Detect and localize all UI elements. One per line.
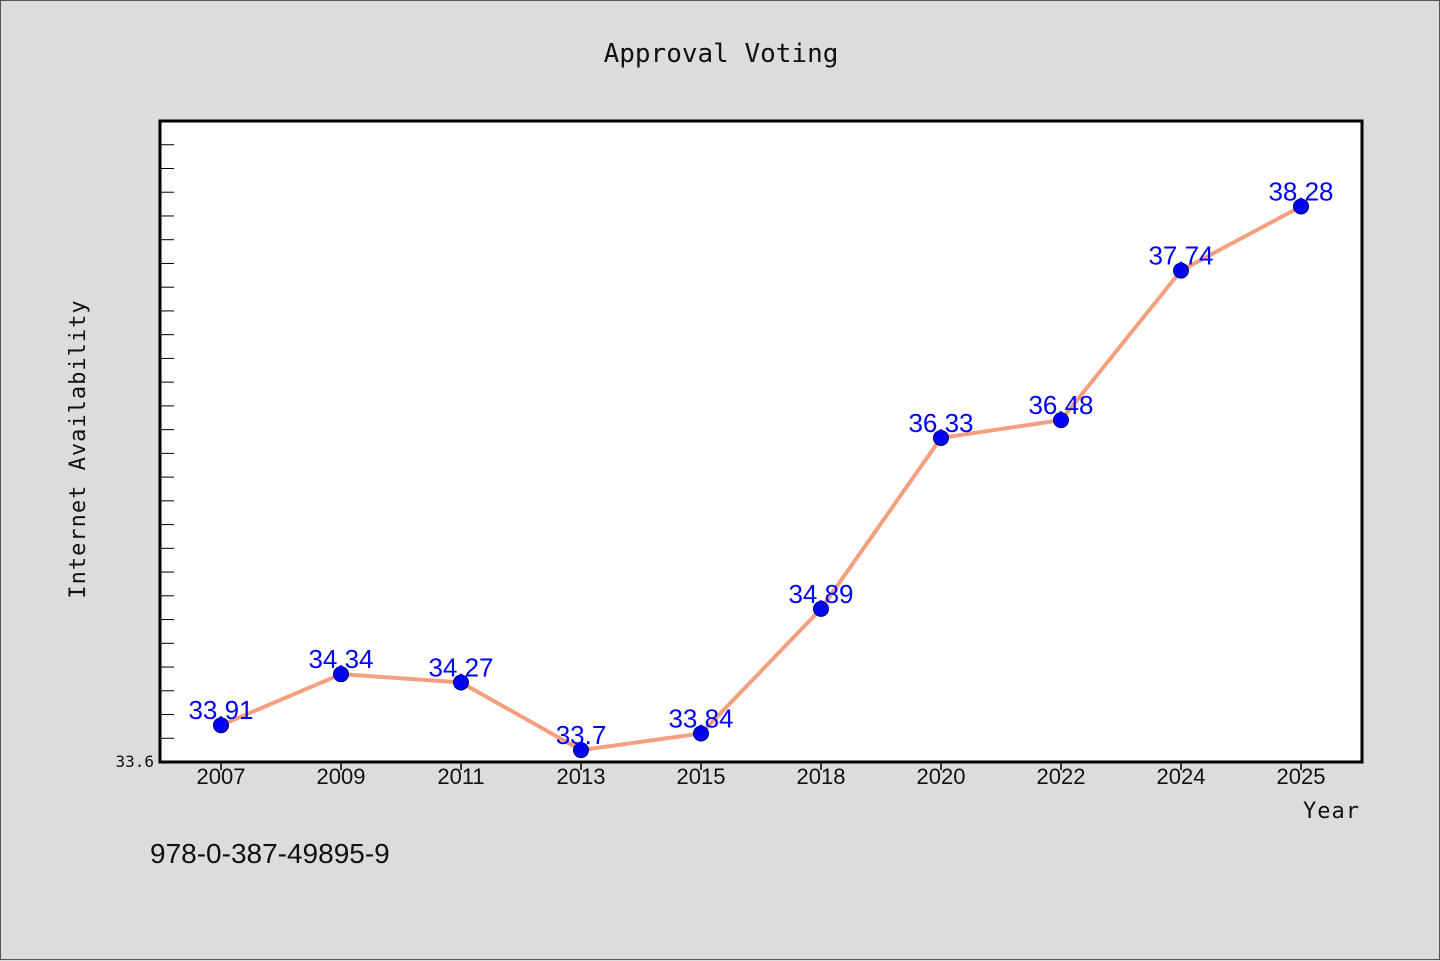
data-point [693, 725, 709, 742]
series-line [220, 204, 1302, 753]
data-label: 34.27 [428, 652, 493, 682]
data-label: 34.34 [308, 644, 373, 674]
data-label: 33.84 [668, 704, 733, 734]
data-point [933, 429, 949, 446]
x-tick-label: 2007 [197, 764, 246, 789]
x-tick-label: 2011 [437, 764, 484, 789]
data-label: 36.48 [1028, 390, 1093, 420]
x-axis-label: Year [1303, 799, 1360, 824]
x-tick-label: 2025 [1277, 764, 1326, 789]
data-point [333, 666, 349, 683]
x-tick-label: 2009 [317, 764, 366, 789]
data-point [1053, 412, 1069, 429]
x-tick-label: 2022 [1037, 764, 1086, 789]
y-axis-label: Internet Availability [66, 299, 91, 598]
data-label: 34.89 [788, 579, 853, 609]
x-tick-label: 2013 [557, 764, 606, 789]
y-min-tick-label: 33.6 [115, 752, 154, 771]
plot-area [158, 119, 1364, 764]
data-label: 36.33 [908, 408, 973, 438]
data-point [573, 742, 589, 759]
isbn-text: 978-0-387-49895-9 [150, 838, 390, 869]
data-label: 33.91 [188, 695, 253, 725]
data-point [1173, 262, 1189, 279]
x-tick-label: 2020 [917, 764, 966, 789]
x-axis-ticks: 2007 2009 2011 2013 2015 2018 2020 2022 2024 2025 [197, 762, 1326, 789]
chart-title: Approval Voting [604, 39, 839, 69]
data-point [1293, 198, 1309, 215]
data-point [813, 600, 829, 617]
data-label: 37.74 [1148, 241, 1213, 271]
data-labels: 33.91 34.34 34.27 33.7 33.84 34.89 36.33 36.48 3… [188, 176, 1333, 750]
x-tick-label: 2024 [1157, 764, 1206, 789]
x-tick-label: 2018 [797, 764, 846, 789]
data-point [453, 674, 469, 691]
x-tick-label: 2015 [677, 764, 726, 789]
data-label: 38.28 [1268, 176, 1333, 206]
data-point [213, 717, 229, 734]
data-points [213, 198, 1309, 759]
data-label: 33.7 [556, 720, 607, 750]
y-minor-ticks [160, 120, 174, 763]
